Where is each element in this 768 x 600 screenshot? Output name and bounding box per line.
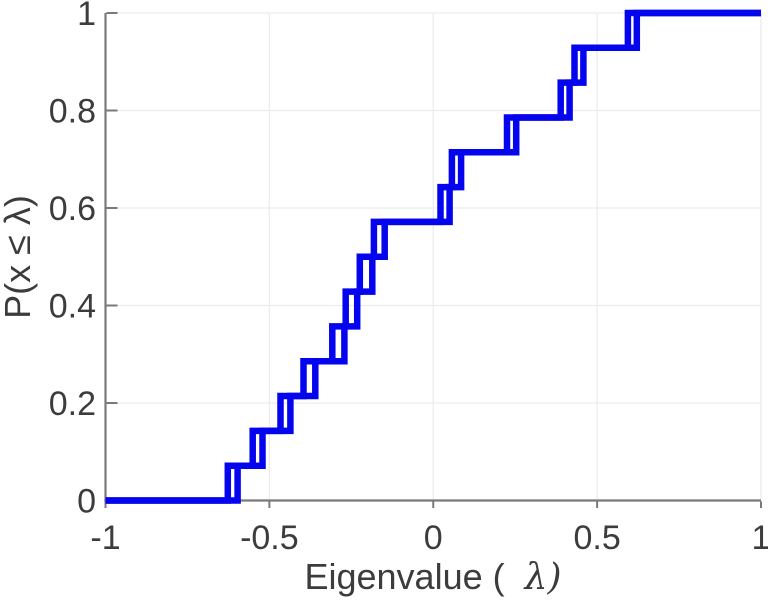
y-tick-label: 0.4: [49, 288, 96, 326]
y-axis-title: P(x ≤ λ): [0, 195, 38, 319]
ecdf-curve-2: [105, 9, 761, 504]
lambda-symbol: λ): [523, 557, 562, 598]
grid-layer: [104, 12, 762, 502]
y-tick-label: 0.8: [49, 93, 96, 131]
x-tick-label: 0: [424, 519, 443, 557]
y-tick-label: 0: [77, 483, 96, 521]
y-tick-label: 0.2: [49, 385, 96, 423]
x-axis-title-text: Eigenvalue (: [304, 556, 524, 597]
ecdf-step-lines: [105, 9, 761, 504]
x-axis-title: Eigenvalue ( λ): [304, 556, 561, 598]
x-tick-label: -1: [90, 519, 120, 557]
x-tick-label: 1: [752, 519, 768, 557]
x-tick-label: -0.5: [240, 519, 299, 557]
x-tick-label: 0.5: [573, 519, 620, 557]
y-tick-label: 1: [77, 0, 96, 33]
y-tick-label: 0.6: [49, 190, 96, 228]
tick-labels: -1 -0.5 0 0.5 1 0 0.2 0.4 0.6 0.8 1: [49, 0, 768, 557]
